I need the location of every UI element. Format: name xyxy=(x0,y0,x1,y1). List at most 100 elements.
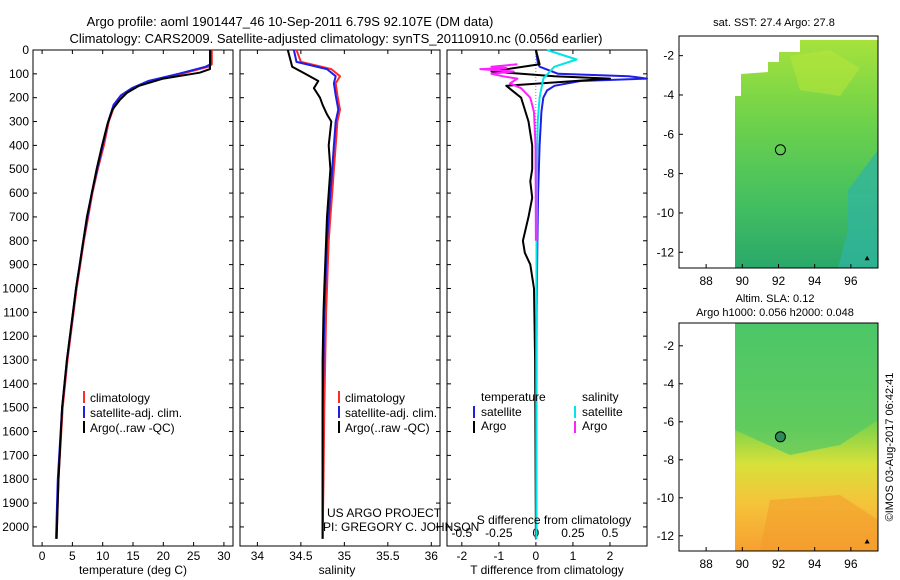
legend-label-satellite: satellite-adj. clim. xyxy=(345,406,437,420)
x-tick-label: 15 xyxy=(126,549,140,563)
depth-tick-label: 400 xyxy=(9,138,29,152)
s-tick-label: -0.5 xyxy=(451,526,472,540)
project-annotation-line2: PI: GREGORY C. JOHNSON xyxy=(323,520,479,534)
difference-legend-salinity: salinity satellite Argo xyxy=(574,390,623,433)
map-y-tick-label: -6 xyxy=(663,127,674,141)
sst-field xyxy=(735,40,878,268)
sst-corner-marker xyxy=(864,255,870,261)
depth-tick-label: 1100 xyxy=(3,305,29,319)
series-line-climatology xyxy=(55,50,213,539)
difference-panel-frame xyxy=(446,49,648,547)
temperature-panel: 0 5 10 15 20 25 30 temperature (deg C) climato… xyxy=(33,49,233,577)
temperature-legend: climatology satellite-adj. clim. Argo(..… xyxy=(83,391,182,435)
map-y-tick-label: -10 xyxy=(657,491,675,505)
s-tick-label: 0.5 xyxy=(602,526,619,540)
x-tick-label: 34 xyxy=(251,549,265,563)
depth-tick-label: 1200 xyxy=(2,329,29,343)
salinity-panel-frame xyxy=(239,49,441,547)
difference-xlabel: T difference from climatology xyxy=(470,563,624,577)
x-tick-label: 34.5 xyxy=(289,549,313,563)
figure-title-line1: Argo profile: aoml 1901447_46 10-Sep-201… xyxy=(87,14,494,29)
depth-tick-label: 1700 xyxy=(2,448,29,462)
map-x-tick-label: 90 xyxy=(736,274,750,288)
depth-tick-label: 2000 xyxy=(2,520,29,534)
depth-tick-label: 800 xyxy=(9,234,29,248)
series-line-satellite-adj-clim xyxy=(55,50,212,539)
sst-argo-location-marker xyxy=(774,144,786,156)
x-tick-label: 5 xyxy=(69,549,76,563)
series-line-t-argo xyxy=(490,49,611,539)
difference-panel: -2 -1 0 1 2-0.5 -0.25 0 0.25 0.5 T difference fr… xyxy=(447,49,648,577)
depth-tick-label: 200 xyxy=(9,91,29,105)
map-y-tick-label: -2 xyxy=(663,49,674,63)
legend-label-satellite: satellite-adj. clim. xyxy=(90,406,182,420)
legend-label-climatology: climatology xyxy=(345,391,405,405)
x-tick-label: 25 xyxy=(187,549,201,563)
x-tick-label: -1 xyxy=(494,549,505,563)
x-tick-label: 0 xyxy=(39,549,46,563)
legend-title-temperature: temperature xyxy=(481,390,546,404)
x-tick-label: 36 xyxy=(425,549,439,563)
sst-map: 88 90 92 94 96 -2 -4 -6 -8 -10 -12 xyxy=(657,35,879,288)
x-tick-label: 35 xyxy=(338,549,352,563)
map-y-tick-label: -4 xyxy=(663,377,674,391)
map-x-tick-label: 90 xyxy=(736,557,750,571)
series-line-climatology xyxy=(295,49,341,539)
map-x-tick-label: 88 xyxy=(699,557,713,571)
sla-argo-location-marker xyxy=(774,431,786,443)
s-tick-label: -0.25 xyxy=(485,526,513,540)
legend-label-t-argo: Argo xyxy=(481,419,507,433)
depth-tick-label: 1400 xyxy=(2,377,29,391)
x-tick-label: 35.5 xyxy=(376,549,400,563)
depth-tick-label: 100 xyxy=(9,67,29,81)
map-y-tick-label: -8 xyxy=(663,167,674,181)
series-line-s-argo xyxy=(479,63,537,241)
map-y-tick-label: -2 xyxy=(663,339,674,353)
difference-xlabel-top: S difference from climatology xyxy=(477,513,632,527)
depth-tick-label: 0 xyxy=(22,43,29,57)
sla-field-low-patch xyxy=(760,495,878,551)
x-tick-label: -2 xyxy=(456,549,467,563)
map-y-tick-label: -12 xyxy=(657,245,675,259)
temperature-panel-frame xyxy=(32,49,234,547)
depth-tick-label: 600 xyxy=(9,186,29,200)
temperature-xlabel: temperature (deg C) xyxy=(79,563,187,577)
depth-tick-label: 1000 xyxy=(2,281,29,295)
map-x-tick-label: 92 xyxy=(772,274,786,288)
x-tick-label: 30 xyxy=(217,549,231,563)
depth-tick-label: 1900 xyxy=(2,496,29,510)
map-x-tick-label: 96 xyxy=(844,557,858,571)
map-x-tick-label: 94 xyxy=(808,274,822,288)
legend-label-argo: Argo(..raw -QC) xyxy=(90,421,175,435)
salinity-xlabel: salinity xyxy=(319,563,356,577)
legend-label-argo: Argo(..raw -QC) xyxy=(345,421,430,435)
sla-map: 88 90 92 94 96 -2 -4 -6 -8 -10 -12 xyxy=(657,322,879,571)
project-annotation-line1: US ARGO PROJECT xyxy=(327,506,442,520)
legend-label-climatology: climatology xyxy=(90,391,150,405)
salinity-panel: 34 34.5 35 35.5 36 salinity climatology sate… xyxy=(240,49,479,577)
map-y-tick-label: -12 xyxy=(657,529,675,543)
legend-label-s-satellite: satellite xyxy=(582,405,623,419)
imos-timestamp: ©IMOS 03-Aug-2017 06:42:41 xyxy=(884,373,896,522)
depth-tick-label: 500 xyxy=(9,162,29,176)
depth-tick-label: 1300 xyxy=(2,353,29,367)
series-line-t-satellite xyxy=(534,49,648,539)
figure-title-line2: Climatology: CARS2009. Satellite-adjuste… xyxy=(69,31,602,46)
sst-map-title: sat. SST: 27.4 Argo: 27.8 xyxy=(713,17,835,29)
legend-label-s-argo: Argo xyxy=(582,419,608,433)
sla-field-high-patch xyxy=(735,323,878,455)
series-line-s-satellite xyxy=(535,49,578,539)
map-y-tick-label: -10 xyxy=(657,206,675,220)
salinity-legend: climatology satellite-adj. clim. Argo(..… xyxy=(338,391,437,435)
depth-tick-label: 1500 xyxy=(2,401,29,415)
map-y-tick-label: -8 xyxy=(663,453,674,467)
depth-tick-label: 1600 xyxy=(2,425,29,439)
depth-tick-label: 700 xyxy=(9,210,29,224)
sla-map-title-line2: Argo h1000: 0.056 h2000: 0.048 xyxy=(696,307,854,319)
map-x-tick-label: 92 xyxy=(772,557,786,571)
sst-field-cool-patch xyxy=(838,150,878,268)
x-tick-label: 1 xyxy=(570,549,577,563)
legend-title-salinity: salinity xyxy=(582,390,619,404)
series-line-argo-raw-qc xyxy=(286,49,333,539)
